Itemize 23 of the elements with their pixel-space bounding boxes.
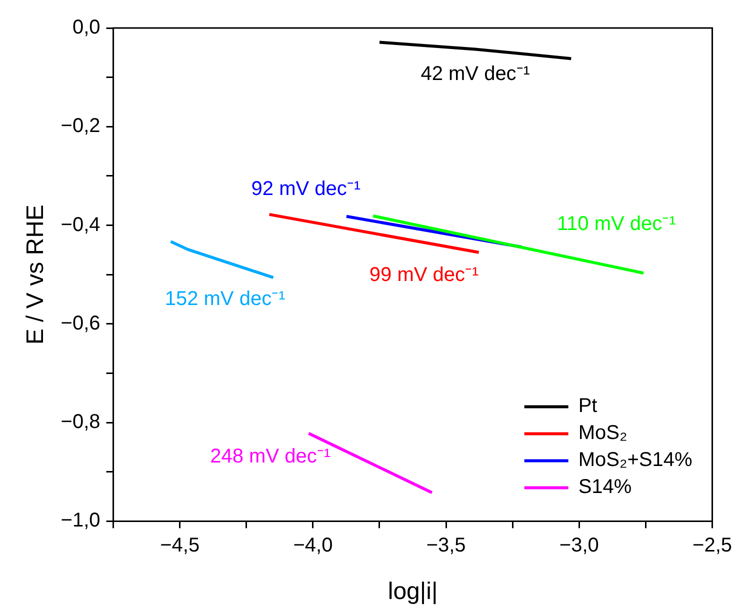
x-tick-label: −2,5 xyxy=(692,534,732,557)
legend-label: S14% xyxy=(578,476,632,498)
annotation: 92 mV dec⁻¹ xyxy=(251,178,361,200)
annotation: 248 mV dec⁻¹ xyxy=(210,446,331,468)
x-tick-label: −4,0 xyxy=(293,534,333,557)
y-tick-label: −0,2 xyxy=(60,115,100,138)
y-tick-label: −0,6 xyxy=(60,312,100,334)
x-tick-label: −3,5 xyxy=(426,534,466,557)
annotation: 152 mV dec⁻¹ xyxy=(164,288,286,310)
x-tick-label: −3,0 xyxy=(559,534,599,557)
legend-label: MoS₂ xyxy=(578,422,628,444)
y-tick-label: 0,0 xyxy=(72,16,100,39)
annotation: 110 mV dec⁻¹ xyxy=(556,213,676,236)
x-axis-title: log|i| xyxy=(388,578,438,606)
annotation: 42 mV dec⁻¹ xyxy=(420,62,530,85)
x-tick-label: −4,5 xyxy=(160,534,200,557)
y-tick-label: −0,8 xyxy=(60,411,100,434)
y-tick-label: −0,4 xyxy=(60,214,100,236)
legend-label: Pt xyxy=(578,395,598,418)
y-tick-label: −1,0 xyxy=(60,510,100,532)
y-axis-title: E / V vs RHE xyxy=(22,204,50,345)
annotation: 99 mV dec⁻¹ xyxy=(369,264,480,286)
legend-label: MoS₂+S14% xyxy=(578,449,692,472)
